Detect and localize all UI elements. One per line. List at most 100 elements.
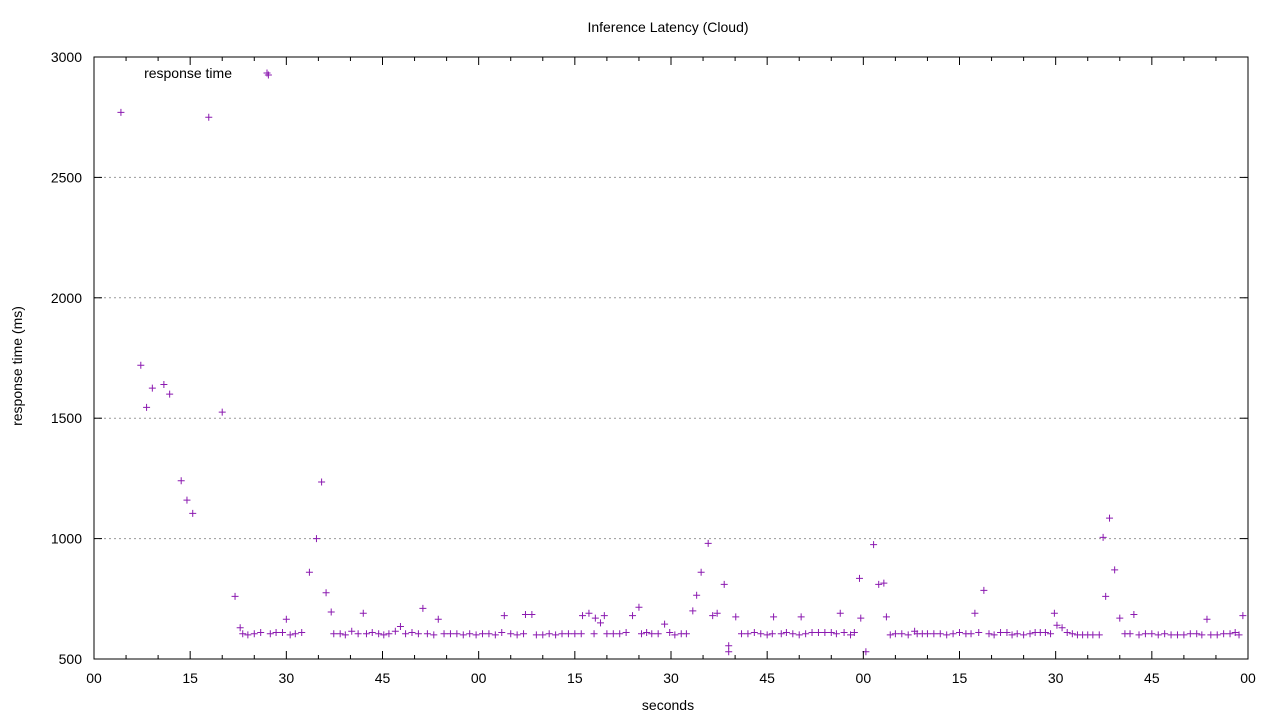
- data-point: [189, 509, 197, 517]
- data-point: [160, 380, 168, 388]
- data-point: [143, 403, 151, 411]
- data-point: [430, 631, 438, 639]
- data-point: [183, 496, 191, 504]
- data-point: [1126, 630, 1134, 638]
- data-point: [1203, 615, 1211, 623]
- data-point: [1198, 631, 1206, 639]
- data-point: [278, 629, 286, 637]
- data-point: [585, 609, 593, 617]
- data-point: [385, 630, 393, 638]
- data-point: [936, 630, 944, 638]
- data-point: [648, 630, 656, 638]
- data-point: [975, 629, 983, 637]
- data-point: [671, 631, 679, 639]
- data-point: [148, 384, 156, 392]
- y-axis-label: response time (ms): [9, 306, 25, 426]
- data-point: [814, 629, 822, 637]
- data-point: [1135, 631, 1143, 639]
- data-point: [923, 630, 931, 638]
- data-point: [720, 580, 728, 588]
- data-point: [930, 630, 938, 638]
- data-point: [857, 614, 865, 622]
- data-point: [770, 613, 778, 621]
- data-point: [1047, 630, 1055, 638]
- x-tick-label: 15: [182, 670, 198, 686]
- legend: response time: [144, 65, 271, 81]
- data-point: [666, 629, 674, 637]
- data-point: [359, 609, 367, 617]
- data-point: [1207, 631, 1215, 639]
- data-point: [318, 478, 326, 486]
- data-point: [1099, 533, 1107, 541]
- data-point: [446, 630, 454, 638]
- data-point: [891, 630, 899, 638]
- data-point: [855, 574, 863, 582]
- data-point: [704, 539, 712, 547]
- data-point: [362, 630, 370, 638]
- data-point: [513, 631, 521, 639]
- data-point: [177, 477, 185, 485]
- data-point: [257, 629, 265, 637]
- data-point: [971, 609, 979, 617]
- x-tick-label: 30: [663, 670, 679, 686]
- data-point: [990, 631, 998, 639]
- data-point: [117, 108, 125, 116]
- data-point: [1020, 631, 1028, 639]
- data-point: [629, 612, 637, 620]
- data-point: [423, 630, 431, 638]
- data-point: [1186, 630, 1194, 638]
- data-point: [520, 630, 528, 638]
- data-point: [500, 612, 508, 620]
- data-point: [375, 630, 383, 638]
- data-point: [507, 630, 515, 638]
- data-point: [396, 622, 404, 630]
- legend-plus-marker: [263, 69, 271, 77]
- data-point: [1220, 630, 1228, 638]
- data-point: [591, 614, 599, 622]
- data-point: [453, 630, 461, 638]
- data-point: [1173, 631, 1181, 639]
- chart-title: Inference Latency (Cloud): [587, 19, 748, 35]
- data-point: [763, 631, 771, 639]
- data-point: [419, 604, 427, 612]
- data-point: [1213, 631, 1221, 639]
- data-point: [552, 631, 560, 639]
- data-point: [341, 631, 349, 639]
- data-point: [348, 627, 356, 635]
- data-point: [205, 113, 213, 121]
- data-point: [1106, 514, 1114, 522]
- data-point: [1226, 630, 1234, 638]
- data-point: [1102, 592, 1110, 600]
- data-point: [693, 591, 701, 599]
- data-point: [166, 390, 174, 398]
- data-point: [713, 609, 721, 617]
- data-point: [997, 629, 1005, 637]
- legend-marker: [263, 69, 271, 77]
- data-point: [616, 630, 624, 638]
- data-point: [577, 630, 585, 638]
- data-point: [391, 627, 399, 635]
- data-point: [1141, 630, 1149, 638]
- data-point: [689, 607, 697, 615]
- data-point: [609, 630, 617, 638]
- x-tick-label: 00: [471, 670, 487, 686]
- data-point: [886, 631, 894, 639]
- data-point: [682, 630, 690, 638]
- data-point: [532, 631, 540, 639]
- data-point: [827, 629, 835, 637]
- data-point: [472, 631, 480, 639]
- x-tick-label: 45: [1144, 670, 1160, 686]
- data-point: [291, 630, 299, 638]
- data-point: [236, 624, 244, 632]
- data-point: [643, 629, 651, 637]
- y-tick-label: 500: [59, 651, 83, 667]
- data-point: [1193, 630, 1201, 638]
- data-point: [521, 610, 529, 618]
- data-point: [327, 608, 335, 616]
- data-point: [782, 629, 790, 637]
- legend-label: response time: [144, 65, 232, 81]
- data-point: [898, 630, 906, 638]
- data-point: [459, 631, 467, 639]
- data-point: [1235, 631, 1243, 639]
- data-point: [725, 648, 733, 656]
